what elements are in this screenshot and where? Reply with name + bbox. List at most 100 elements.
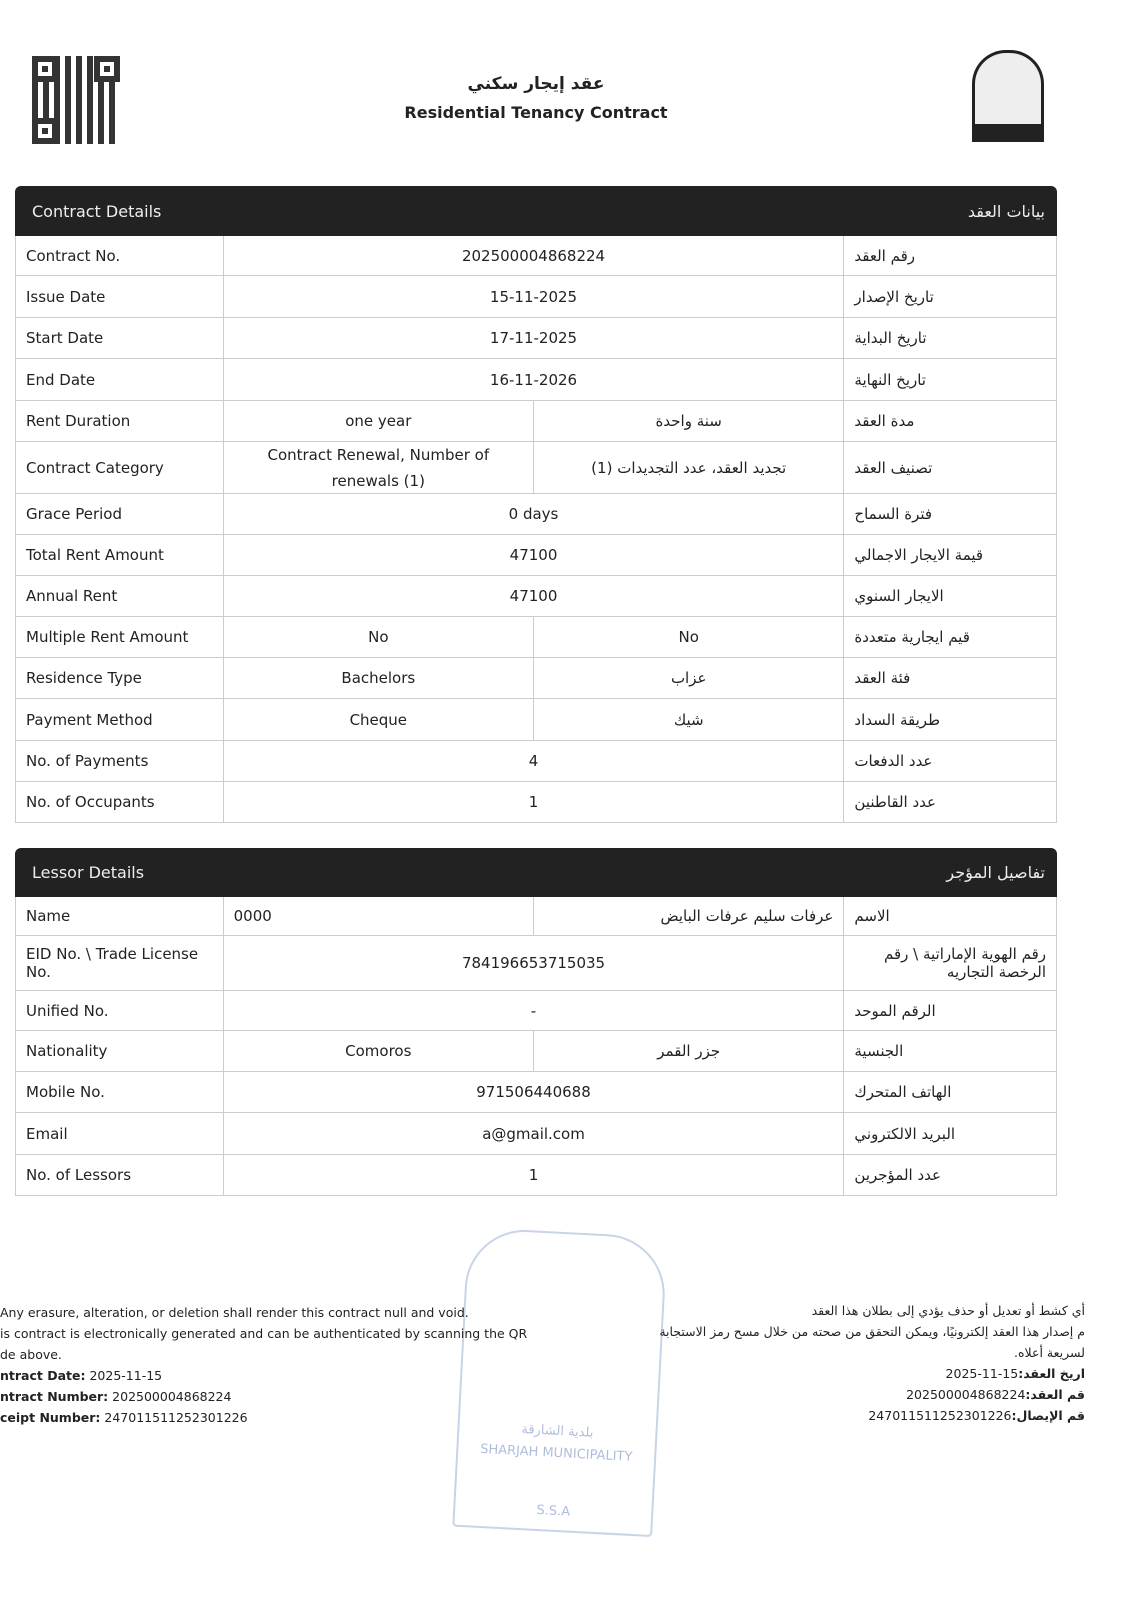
row-label-ar: عدد الدفعات <box>854 752 933 770</box>
row-label-en: Email <box>16 1113 224 1154</box>
row-value-en: Contract Renewal, Number of renewals (1) <box>224 442 534 493</box>
row-value-en: Bachelors <box>224 658 534 698</box>
table-row: Multiple Rent Amount No No قيم ايجارية متعد… <box>15 617 1057 658</box>
contract-number: 202500004868224 <box>112 1389 232 1404</box>
row-value: a@gmail.com <box>224 1113 845 1154</box>
table-row: Annual Rent 47100 الايجار السنوي <box>15 576 1057 617</box>
section-title-en: Contract Details <box>32 201 162 221</box>
row-label-en: No. of Payments <box>16 741 224 781</box>
footer-arabic: أي كشط أو تعديل أو حذف يؤدي إلى بطلان هذ… <box>659 1303 1085 1423</box>
row-value-ar: شيك <box>534 699 845 740</box>
row-value-en: Comoros <box>224 1031 534 1071</box>
row-label-en: Payment Method <box>16 699 224 740</box>
sharjah-municipality-logo <box>972 50 1044 142</box>
row-label-ar: قيم ايجارية متعددة <box>854 628 970 646</box>
table-row: Rent Duration one year سنة واحدة مدة العقد <box>15 401 1057 442</box>
row-value-ar: جزر القمر <box>534 1031 845 1071</box>
section-title-en: Lessor Details <box>32 863 145 882</box>
table-row: Name 0000 عرفات سليم عرفات البايض الاسم <box>15 897 1057 936</box>
row-value: 1 <box>224 782 845 822</box>
row-label-en: Unified No. <box>16 991 224 1030</box>
table-row: Issue Date 15-11-2025 تاريخ الإصدار <box>15 276 1057 318</box>
row-value-en: Cheque <box>224 699 534 740</box>
row-value: 16-11-2026 <box>224 359 845 400</box>
row-label-ar: الهاتف المتحرك <box>854 1083 952 1101</box>
row-label-ar: تاريخ النهاية <box>854 370 926 389</box>
row-value-en: one year <box>224 401 534 441</box>
row-label-en: Contract Category <box>16 442 224 493</box>
row-label-en: Grace Period <box>16 494 224 534</box>
row-value: 0 days <box>224 494 845 534</box>
footer-english: Any erasure, alteration, or deletion sha… <box>0 1305 528 1425</box>
title-arabic: عقد إيجار سكني <box>467 74 605 94</box>
table-row: No. of Lessors 1 عدد المؤجرين <box>15 1155 1057 1196</box>
contract-details-header: Contract Details بيانات العقد <box>15 186 1057 236</box>
section-title-ar: بيانات العقد <box>967 201 1045 221</box>
table-row: No. of Payments 4 عدد الدفعات <box>15 741 1057 782</box>
row-value: 47100 <box>224 535 845 575</box>
row-label-en: Total Rent Amount <box>16 535 224 575</box>
row-value: 47100 <box>224 576 845 616</box>
row-value: 1 <box>224 1155 845 1195</box>
row-label-en: No. of Lessors <box>16 1155 224 1195</box>
row-label-en: Rent Duration <box>16 401 224 441</box>
row-label-ar: قيمة الايجار الاجمالي <box>854 546 984 564</box>
row-value-ar: No <box>534 617 845 657</box>
row-label-ar: تاريخ الإصدار <box>854 287 934 306</box>
title-english: Residential Tenancy Contract <box>404 103 668 122</box>
row-value: 784196653715035 <box>224 936 845 990</box>
contract-details-table: Contract Details بيانات العقد Contract N… <box>15 186 1057 823</box>
row-label-ar: رقم العقد <box>854 246 916 265</box>
row-label-en: Name <box>16 897 224 935</box>
qr-code <box>32 56 120 144</box>
table-row: EID No. \ Trade License No. 7841966537150… <box>15 936 1057 991</box>
row-label-en: EID No. \ Trade License No. <box>16 936 224 990</box>
row-label-en: Multiple Rent Amount <box>16 617 224 657</box>
row-value: 4 <box>224 741 845 781</box>
row-label-ar: رقم الهوية الإماراتية \ رقم الرخصة التجا… <box>883 945 1047 981</box>
table-row: Total Rent Amount 47100 قيمة الايجار الاجم… <box>15 535 1057 576</box>
row-label-en: No. of Occupants <box>16 782 224 822</box>
section-title-ar: تفاصيل المؤجر <box>946 863 1045 882</box>
table-row: Mobile No. 971506440688 الهاتف المتحرك <box>15 1072 1057 1113</box>
row-label-ar: الاسم <box>854 907 890 925</box>
row-label-ar: الجنسية <box>854 1042 904 1060</box>
row-label-en: Annual Rent <box>16 576 224 616</box>
row-label-en: Contract No. <box>16 236 224 275</box>
row-label-en: Residence Type <box>16 658 224 698</box>
receipt-number: 247011511252301226 <box>104 1410 248 1425</box>
row-label-en: Nationality <box>16 1031 224 1071</box>
row-value: 15-11-2025 <box>224 276 845 317</box>
table-row: Unified No. - الرقم الموحد <box>15 991 1057 1031</box>
table-row: Nationality Comoros جزر القمر الجنسية <box>15 1031 1057 1072</box>
row-label-ar: البريد الالكتروني <box>854 1124 956 1143</box>
row-label-ar: الرقم الموحد <box>854 1001 936 1020</box>
row-label-ar: طريقة السداد <box>854 710 941 729</box>
row-label-ar: عدد القاطنين <box>854 793 936 811</box>
row-label-ar: فترة السماح <box>854 505 933 523</box>
row-label-en: End Date <box>16 359 224 400</box>
table-row: Contract No. 202500004868224 رقم العقد <box>15 236 1057 276</box>
row-label-ar: الايجار السنوي <box>854 587 944 605</box>
row-label-ar: تاريخ البداية <box>854 329 927 347</box>
row-value: 17-11-2025 <box>224 318 845 358</box>
row-value-ar: سنة واحدة <box>534 401 845 441</box>
row-value: - <box>224 991 845 1030</box>
row-label-ar: تصنيف العقد <box>854 458 933 477</box>
row-label-ar: فئة العقد <box>854 669 911 687</box>
contract-date: 2025-11-15 <box>89 1368 163 1383</box>
row-value-ar: عرفات سليم عرفات البايض <box>534 897 845 935</box>
lessor-details-table: Lessor Details تفاصيل المؤجر Name 0000 عرف… <box>15 848 1057 1196</box>
row-value-en: 0000 <box>224 897 534 935</box>
table-row: End Date 16-11-2026 تاريخ النهاية <box>15 359 1057 401</box>
table-row: Payment Method Cheque شيك طريقة السداد <box>15 699 1057 741</box>
row-value-ar: عزاب <box>534 658 845 698</box>
table-row: No. of Occupants 1 عدد القاطنين <box>15 782 1057 823</box>
lessor-details-header: Lessor Details تفاصيل المؤجر <box>15 848 1057 897</box>
row-label-en: Mobile No. <box>16 1072 224 1112</box>
table-row: Email a@gmail.com البريد الالكتروني <box>15 1113 1057 1155</box>
row-value-ar: تجديد العقد، عدد التجديدات (1) <box>534 442 845 493</box>
row-label-en: Issue Date <box>16 276 224 317</box>
table-row: Contract Category Contract Renewal, Numbe… <box>15 442 1057 494</box>
row-value: 202500004868224 <box>224 236 845 275</box>
